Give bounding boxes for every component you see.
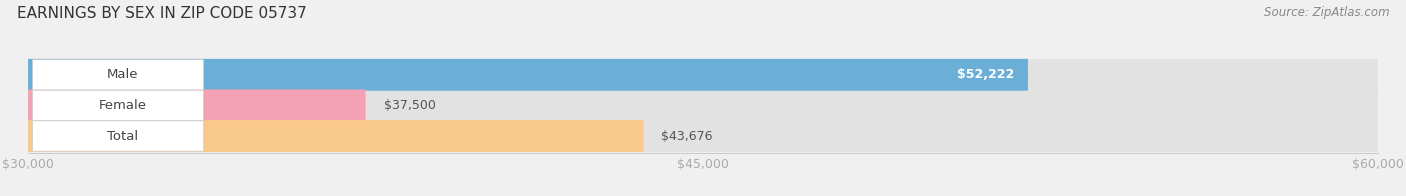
FancyBboxPatch shape [32,90,204,121]
FancyBboxPatch shape [28,59,1028,91]
Text: $37,500: $37,500 [384,99,436,112]
FancyBboxPatch shape [32,60,204,90]
Text: $52,222: $52,222 [957,68,1015,81]
FancyBboxPatch shape [28,59,1378,91]
FancyBboxPatch shape [28,120,1378,152]
FancyBboxPatch shape [28,120,644,152]
Text: Total: Total [107,130,138,142]
Text: Female: Female [98,99,146,112]
FancyBboxPatch shape [32,121,204,151]
FancyBboxPatch shape [28,90,1378,121]
Text: Source: ZipAtlas.com: Source: ZipAtlas.com [1264,6,1389,19]
Text: $43,676: $43,676 [661,130,713,142]
Text: EARNINGS BY SEX IN ZIP CODE 05737: EARNINGS BY SEX IN ZIP CODE 05737 [17,6,307,21]
FancyBboxPatch shape [28,90,366,121]
Text: Male: Male [107,68,138,81]
